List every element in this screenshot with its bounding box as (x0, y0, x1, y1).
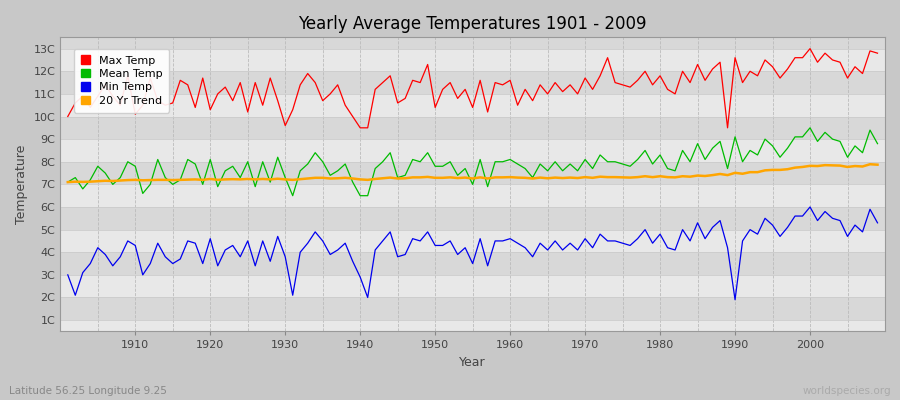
Y-axis label: Temperature: Temperature (15, 145, 28, 224)
Title: Yearly Average Temperatures 1901 - 2009: Yearly Average Temperatures 1901 - 2009 (299, 15, 647, 33)
Bar (60, 139, 885, 162)
Bar (60, 37, 885, 49)
Bar (60, 71, 885, 94)
Bar (60, 162, 885, 184)
Bar (60, 252, 885, 275)
Bar (60, 230, 885, 252)
Bar (60, 116, 885, 139)
Bar (60, 275, 885, 298)
Bar (60, 94, 885, 116)
Text: Latitude 56.25 Longitude 9.25: Latitude 56.25 Longitude 9.25 (9, 386, 166, 396)
Bar (60, 49, 885, 71)
Legend: Max Temp, Mean Temp, Min Temp, 20 Yr Trend: Max Temp, Mean Temp, Min Temp, 20 Yr Tre… (74, 49, 169, 112)
Bar (60, 207, 885, 230)
Text: worldspecies.org: worldspecies.org (803, 386, 891, 396)
Bar (60, 184, 885, 207)
Bar (60, 320, 885, 332)
X-axis label: Year: Year (459, 356, 486, 369)
Bar (60, 298, 885, 320)
